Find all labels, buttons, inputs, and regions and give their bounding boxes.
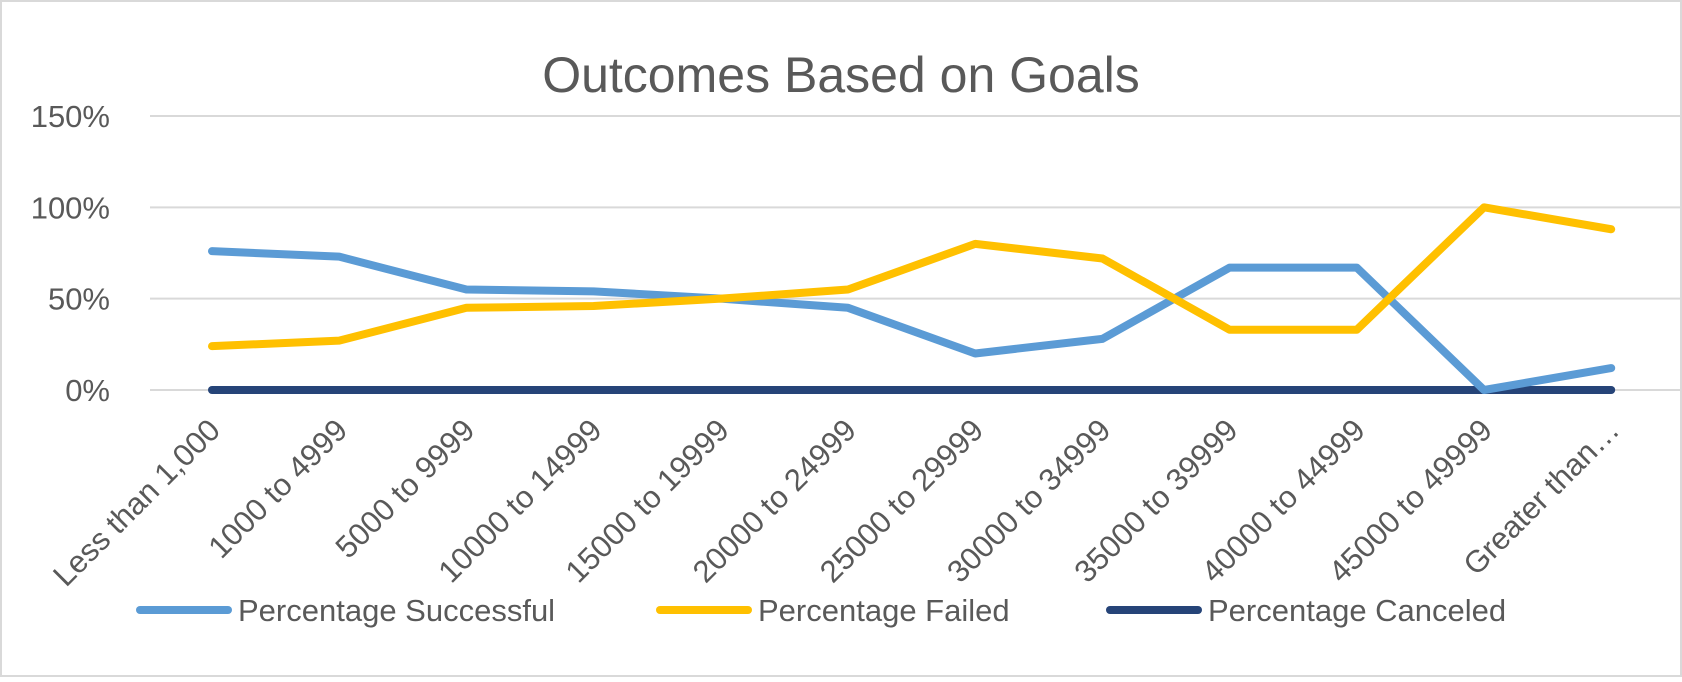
legend-label: Percentage Failed [758,593,1010,628]
legend: Percentage Successful Percentage Failed Pe… [136,593,1506,628]
legend-label: Percentage Canceled [1208,593,1506,628]
y-tick-label: 50% [48,282,110,317]
chart-title: Outcomes Based on Goals [542,47,1140,103]
y-tick-label: 100% [31,190,110,225]
y-tick-label: 0% [65,373,110,408]
series-line-percentage-failed [208,203,1616,351]
series-line-percentage-successful [208,247,1616,394]
series-lines [208,203,1616,394]
y-tick-label: 150% [31,99,110,134]
legend-label: Percentage Successful [238,593,555,628]
y-axis-tick-labels: 0% 50% 100% 150% [31,99,110,408]
